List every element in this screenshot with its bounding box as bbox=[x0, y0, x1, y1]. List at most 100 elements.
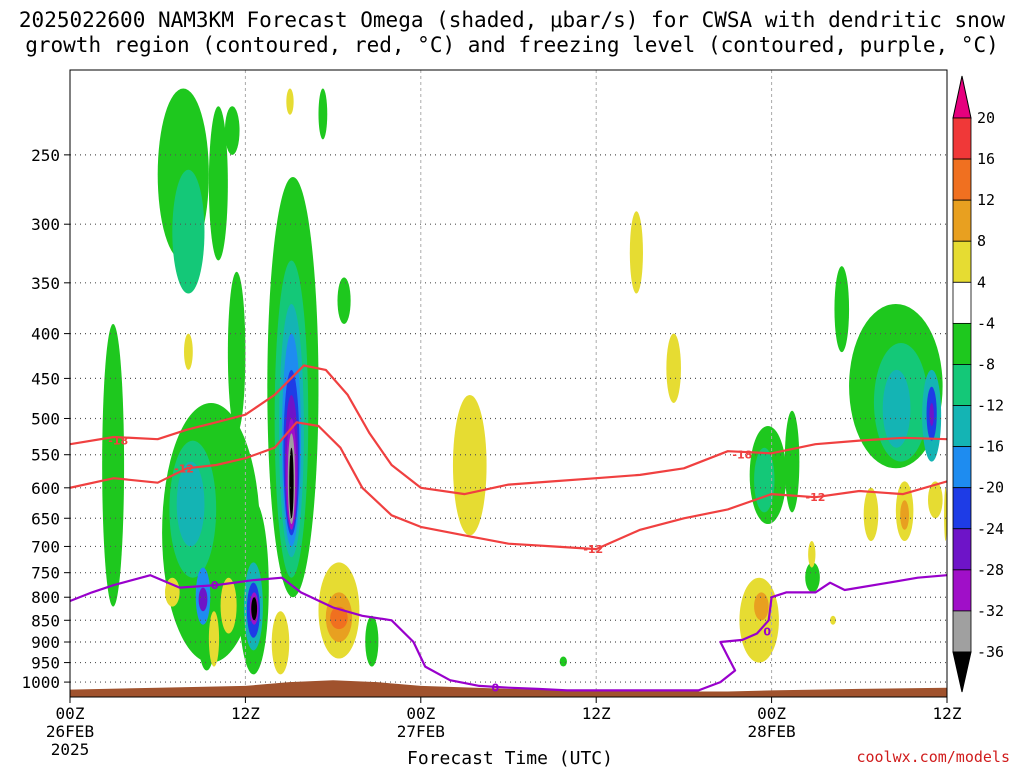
colorbar-band-6 bbox=[952, 364, 972, 406]
omega-cell-45 bbox=[220, 577, 237, 634]
omega-cell-24 bbox=[289, 447, 294, 519]
omega-cell-49 bbox=[330, 606, 348, 630]
omega-cell-31 bbox=[784, 410, 800, 513]
x-tick-label-60-0: 12Z bbox=[933, 704, 962, 723]
omega-cell-59 bbox=[900, 500, 909, 530]
y-tick-label-650: 650 bbox=[31, 509, 60, 528]
contour-label-dgz-2: -12 bbox=[806, 491, 826, 504]
omega-cell-39 bbox=[929, 402, 934, 427]
terrain-surface bbox=[70, 680, 947, 697]
y-tick-label-950: 950 bbox=[31, 654, 60, 673]
contour-dgz--18 bbox=[70, 364, 947, 496]
colorbar-band-2 bbox=[952, 199, 972, 242]
x-tick-label-12-0: 12Z bbox=[231, 704, 260, 723]
y-tick-label-300: 300 bbox=[31, 215, 60, 234]
omega-cell-28 bbox=[559, 656, 567, 667]
omega-cell-52 bbox=[666, 333, 681, 403]
omega-cell-32 bbox=[805, 562, 820, 593]
omega-cell-26 bbox=[337, 277, 351, 324]
omega-cell-33 bbox=[834, 266, 850, 353]
omega-cell-51 bbox=[629, 211, 643, 294]
omega-cell-7 bbox=[176, 461, 205, 547]
contour-label-dgz-0: -18 bbox=[108, 435, 128, 448]
y-tick-label-1000: 1000 bbox=[21, 673, 60, 692]
colorbar: 20 16 12 8 4 -4 -8 -12 -16 -20 -24 -28 -32 -36 bbox=[952, 75, 1004, 693]
colorbar-tick--24: -24 bbox=[977, 520, 1004, 538]
colorbar-tick-12: 12 bbox=[977, 191, 995, 209]
colorbar-top-arrow bbox=[952, 75, 972, 119]
colorbar-band-0 bbox=[952, 117, 972, 160]
colorbar-band-5 bbox=[952, 322, 972, 365]
omega-cell-42 bbox=[286, 88, 294, 115]
omega-cell-15 bbox=[251, 597, 258, 621]
omega-cell-54 bbox=[754, 592, 769, 621]
omega-cell-40 bbox=[224, 106, 240, 155]
omega-cell-1 bbox=[172, 169, 205, 294]
colorbar-band-11 bbox=[952, 569, 972, 612]
plot-area: -18 -18 -12 -12 -12 0 0 0 250 300 350 400 450 500 550 6… bbox=[21, 69, 962, 759]
omega-cell-3 bbox=[227, 271, 246, 434]
y-tick-label-500: 500 bbox=[31, 409, 60, 428]
colorbar-tick--32: -32 bbox=[977, 602, 1004, 620]
colorbar-band-7 bbox=[952, 405, 972, 448]
x-tick-label-0-0: 00Z bbox=[56, 704, 85, 723]
x-tick-label-0-1: 26FEB bbox=[46, 722, 94, 741]
omega-cell-56 bbox=[830, 615, 836, 625]
omega-cell-10 bbox=[198, 587, 208, 612]
colorbar-band-9 bbox=[952, 487, 972, 530]
omega-cell-36 bbox=[882, 369, 911, 448]
colorbar-tick--12: -12 bbox=[977, 397, 1004, 415]
omega-cell-30 bbox=[754, 447, 775, 513]
omega-cell-27 bbox=[365, 615, 379, 667]
plot-frame bbox=[69, 69, 948, 698]
contour-label-dgz-1: -12 bbox=[583, 543, 603, 556]
colorbar-band-10 bbox=[952, 528, 972, 571]
contour-label-dgz-1: -18 bbox=[732, 449, 752, 462]
x-tick-label-48-1: 28FEB bbox=[748, 722, 796, 741]
y-tick-label-400: 400 bbox=[31, 325, 60, 344]
omega-cell-55 bbox=[808, 540, 816, 568]
contour-label-dgz-0: -12 bbox=[174, 462, 194, 475]
omega-cell-44 bbox=[208, 611, 220, 667]
contour-label-freezing-1: 0 bbox=[492, 682, 500, 695]
colorbar-bottom-arrow bbox=[952, 651, 972, 693]
y-tick-label-600: 600 bbox=[31, 479, 60, 498]
omega-cell-61 bbox=[944, 487, 947, 541]
omega-cell-57 bbox=[863, 487, 879, 541]
x-axis-title: Forecast Time (UTC) bbox=[407, 748, 613, 768]
omega-cell-60 bbox=[927, 481, 943, 519]
omega-cell-41 bbox=[184, 333, 193, 370]
x-tick-label-24-0: 00Z bbox=[406, 704, 435, 723]
colorbar-tick--4: -4 bbox=[977, 314, 995, 332]
colorbar-tick-8: 8 bbox=[977, 232, 986, 250]
y-tick-label-450: 450 bbox=[31, 369, 60, 388]
colorbar-tick--16: -16 bbox=[977, 438, 1004, 456]
colorbar-tick-16: 16 bbox=[977, 150, 995, 168]
contour-label-freezing-0: 0 bbox=[211, 579, 219, 592]
y-tick-label-350: 350 bbox=[31, 274, 60, 293]
contour-label-freezing-2: 0 bbox=[763, 625, 771, 638]
y-tick-label-700: 700 bbox=[31, 537, 60, 556]
y-tick-label-250: 250 bbox=[31, 146, 60, 165]
contour-freezing-0 bbox=[70, 574, 947, 692]
colorbar-tick--36: -36 bbox=[977, 643, 1004, 661]
y-tick-label-900: 900 bbox=[31, 633, 60, 652]
credit-text: coolwx.com/models bbox=[856, 748, 1010, 766]
y-tick-label-550: 550 bbox=[31, 446, 60, 465]
colorbar-tick-4: 4 bbox=[977, 273, 986, 291]
chart-title-line-1: 2025022600 NAM3KM Forecast Omega (shaded… bbox=[19, 8, 1006, 32]
y-tick-label-750: 750 bbox=[31, 564, 60, 583]
x-tick-label-36-0: 12Z bbox=[582, 704, 611, 723]
omega-cell-46 bbox=[271, 611, 290, 675]
grid-lines bbox=[70, 70, 947, 697]
colorbar-tick-20: 20 bbox=[977, 109, 995, 127]
colorbar-tick--8: -8 bbox=[977, 355, 995, 373]
x-tick-label-0-2: 2025 bbox=[51, 740, 90, 759]
plot-content: -18 -18 -12 -12 -12 0 0 0 bbox=[70, 70, 947, 697]
colorbar-tick--28: -28 bbox=[977, 561, 1004, 579]
colorbar-band-4 bbox=[952, 281, 972, 324]
y-tick-label-850: 850 bbox=[31, 611, 60, 630]
colorbar-tick--20: -20 bbox=[977, 479, 1004, 497]
x-tick-label-48-0: 00Z bbox=[757, 704, 786, 723]
